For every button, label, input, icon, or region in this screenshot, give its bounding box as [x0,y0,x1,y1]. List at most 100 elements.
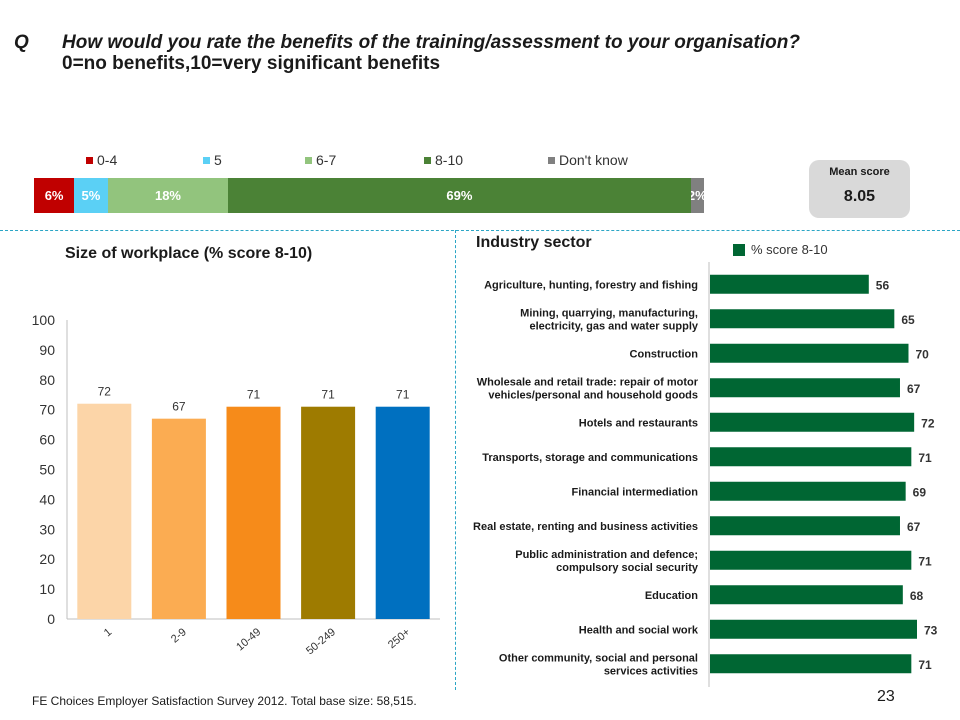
legend-swatch [548,156,555,164]
size-bar-value: 67 [172,400,186,414]
footer-source: FE Choices Employer Satisfaction Survey … [32,694,417,708]
stacked-segment: 2% [690,178,704,213]
industry-category-label: Education [645,590,698,602]
question-scale: 0=no benefits,10=very significant benefi… [62,53,441,74]
size-bar [226,406,281,619]
industry-legend-swatch [733,243,745,256]
industry-category-label: Wholesale and retail trade: repair of mo… [477,376,699,401]
industry-bar [710,274,869,294]
industry-legend-label: % score 8-10 [751,242,828,257]
horizontal-divider [0,230,960,231]
legend-swatch [424,156,431,164]
industry-chart-title: Industry sector [476,234,592,251]
size-chart-title: Size of workplace (% score 8-10) [65,245,313,262]
mean-score-value: 8.05 [843,188,876,205]
industry-bar [710,412,915,432]
legend-label: Don't know [559,152,628,168]
industry-category-label: Public administration and defence; compul… [515,549,699,574]
industry-bar-value: 73 [924,623,938,637]
stacked-bar: 6%5%18%69%2% [34,178,704,213]
legend-item: 0-4 [86,152,117,168]
industry-bar [710,481,906,501]
industry-bar-value: 70 [915,347,929,361]
industry-category-label: Mining, quarrying, manufacturing, electri… [520,307,699,332]
size-bar-value: 71 [396,388,410,402]
industry-bar [710,619,917,639]
vertical-divider [455,230,456,690]
industry-bar-value: 72 [921,416,935,430]
y-tick-label: 20 [39,551,55,567]
industry-bar [710,447,912,467]
industry-bar [710,378,900,398]
y-tick-label: 70 [39,402,55,418]
legend-item: 5 [203,152,222,168]
industry-bar [710,309,895,329]
industry-category-label: Construction [630,348,699,360]
industry-category-label: Health and social work [579,624,699,636]
y-tick-label: 90 [39,342,55,358]
industry-category-label: Real estate, renting and business activi… [473,521,698,533]
legend-swatch [305,156,312,164]
y-tick-label: 30 [39,521,55,537]
question-text: How would you rate the benefits of the t… [62,32,800,53]
industry-bar-value: 71 [918,658,932,672]
y-tick-label: 60 [39,432,55,448]
stacked-segment: 69% [228,178,691,213]
y-tick-label: 50 [39,462,55,478]
industry-chart: 56 Agriculture, hunting, forestry and fis… [473,262,938,687]
size-bar [77,403,132,619]
industry-bar-value: 69 [913,485,927,499]
industry-bar-value: 67 [907,382,921,396]
legend-label: 8-10 [435,152,464,168]
size-bar [151,418,206,619]
industry-category-label: Agriculture, hunting, forestry and fishi… [484,279,698,291]
stacked-segment: 6% [34,178,75,213]
industry-category-label: Transports, storage and communications [482,452,698,464]
industry-bar [710,654,912,674]
legend-label: 5 [214,152,222,168]
size-bar-value: 71 [321,388,335,402]
industry-category-label: Financial intermediation [571,486,698,498]
industry-bar-value: 71 [918,451,932,465]
y-tick-label: 0 [47,611,55,627]
y-tick-label: 100 [32,312,56,328]
size-bar [375,406,430,619]
industry-bar [710,550,912,570]
size-bar-value: 71 [247,388,261,402]
y-tick-label: 10 [39,581,55,597]
size-category-label: 2-9 [169,626,189,645]
question-letter: Q [14,32,29,53]
industry-bar [710,585,903,605]
legend-swatch [86,156,93,164]
size-chart: 0 10 20 30 40 50 60 70 80 90 100 72 1 67 2-9 71 10-49 71 5… [32,312,440,657]
legend-item: 8-10 [424,152,463,168]
legend-label: 6-7 [316,152,337,168]
size-category-label: 250+ [386,626,413,651]
legend-item: 6-7 [305,152,336,168]
industry-bar [710,516,900,536]
y-tick-label: 80 [39,372,55,388]
mean-score-box: Mean score 8.05 [809,160,910,218]
size-category-label: 1 [102,626,114,639]
industry-bar-value: 56 [876,278,890,292]
industry-bar-value: 68 [910,589,924,603]
legend-item: Don't know [548,152,628,168]
size-bar [301,406,356,619]
legend-label: 0-4 [97,152,118,168]
size-bar-value: 72 [98,385,112,399]
size-category-label: 10-49 [234,626,263,653]
industry-category-label: Hotels and restaurants [579,417,698,429]
mean-score-label: Mean score [829,166,890,178]
industry-bar-value: 71 [918,554,932,568]
industry-bar-value: 65 [901,313,915,327]
industry-bar [710,343,909,363]
stacked-segment: 18% [107,178,229,213]
page-number: 23 [877,688,895,705]
industry-legend: % score 8-10 [733,242,828,257]
industry-bar-value: 67 [907,520,921,534]
size-category-label: 50-249 [304,626,338,657]
stacked-segment: 5% [74,178,108,213]
y-tick-label: 40 [39,491,55,507]
legend-swatch [203,156,210,164]
industry-category-label: Other community, social and personal serv… [499,652,698,677]
